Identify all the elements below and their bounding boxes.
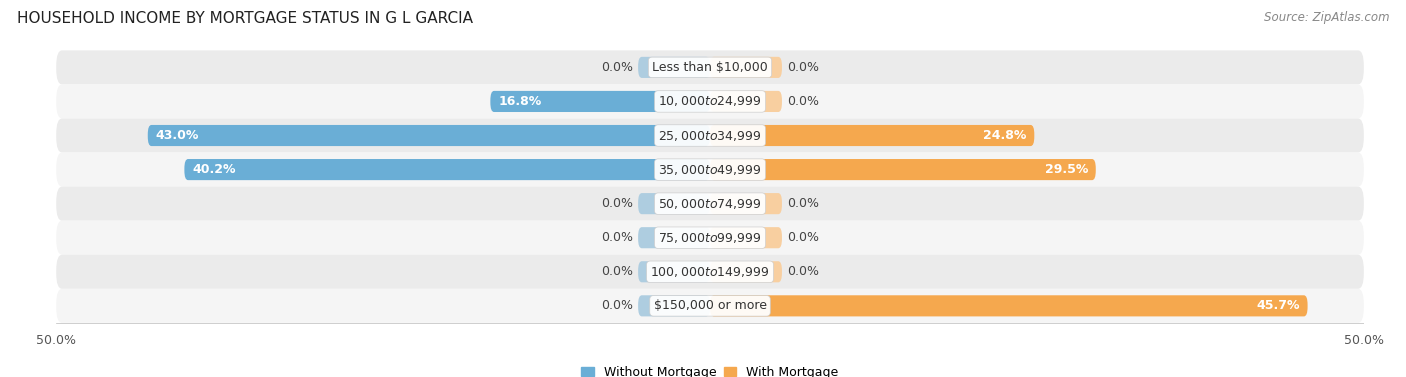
Text: 0.0%: 0.0% [787, 61, 820, 74]
FancyBboxPatch shape [56, 51, 1364, 84]
Text: 0.0%: 0.0% [787, 95, 820, 108]
Text: 16.8%: 16.8% [498, 95, 541, 108]
FancyBboxPatch shape [710, 57, 782, 78]
FancyBboxPatch shape [638, 193, 710, 214]
Text: $75,000 to $99,999: $75,000 to $99,999 [658, 231, 762, 245]
FancyBboxPatch shape [710, 193, 782, 214]
Text: Source: ZipAtlas.com: Source: ZipAtlas.com [1264, 11, 1389, 24]
FancyBboxPatch shape [56, 289, 1364, 323]
FancyBboxPatch shape [638, 295, 710, 316]
Text: 0.0%: 0.0% [600, 265, 633, 278]
Text: 0.0%: 0.0% [600, 197, 633, 210]
Legend: Without Mortgage, With Mortgage: Without Mortgage, With Mortgage [576, 361, 844, 377]
Text: 0.0%: 0.0% [787, 197, 820, 210]
FancyBboxPatch shape [710, 159, 1095, 180]
Text: $35,000 to $49,999: $35,000 to $49,999 [658, 162, 762, 176]
Text: 24.8%: 24.8% [983, 129, 1026, 142]
Text: $100,000 to $149,999: $100,000 to $149,999 [651, 265, 769, 279]
FancyBboxPatch shape [710, 125, 1035, 146]
Text: $10,000 to $24,999: $10,000 to $24,999 [658, 95, 762, 109]
Text: 29.5%: 29.5% [1045, 163, 1088, 176]
FancyBboxPatch shape [638, 227, 710, 248]
FancyBboxPatch shape [184, 159, 710, 180]
FancyBboxPatch shape [56, 84, 1364, 118]
FancyBboxPatch shape [491, 91, 710, 112]
FancyBboxPatch shape [710, 295, 1308, 316]
Text: Less than $10,000: Less than $10,000 [652, 61, 768, 74]
FancyBboxPatch shape [56, 187, 1364, 221]
Text: 45.7%: 45.7% [1256, 299, 1299, 313]
Text: 0.0%: 0.0% [600, 299, 633, 313]
FancyBboxPatch shape [710, 91, 782, 112]
FancyBboxPatch shape [638, 261, 710, 282]
Text: 0.0%: 0.0% [787, 231, 820, 244]
FancyBboxPatch shape [710, 261, 782, 282]
FancyBboxPatch shape [56, 118, 1364, 153]
FancyBboxPatch shape [638, 57, 710, 78]
FancyBboxPatch shape [710, 227, 782, 248]
FancyBboxPatch shape [56, 221, 1364, 255]
Text: 0.0%: 0.0% [600, 231, 633, 244]
FancyBboxPatch shape [56, 255, 1364, 289]
Text: 43.0%: 43.0% [156, 129, 200, 142]
Text: $150,000 or more: $150,000 or more [654, 299, 766, 313]
Text: 0.0%: 0.0% [600, 61, 633, 74]
FancyBboxPatch shape [148, 125, 710, 146]
Text: 40.2%: 40.2% [193, 163, 236, 176]
Text: HOUSEHOLD INCOME BY MORTGAGE STATUS IN G L GARCIA: HOUSEHOLD INCOME BY MORTGAGE STATUS IN G… [17, 11, 472, 26]
FancyBboxPatch shape [56, 153, 1364, 187]
Text: $50,000 to $74,999: $50,000 to $74,999 [658, 197, 762, 211]
Text: $25,000 to $34,999: $25,000 to $34,999 [658, 129, 762, 143]
Text: 0.0%: 0.0% [787, 265, 820, 278]
